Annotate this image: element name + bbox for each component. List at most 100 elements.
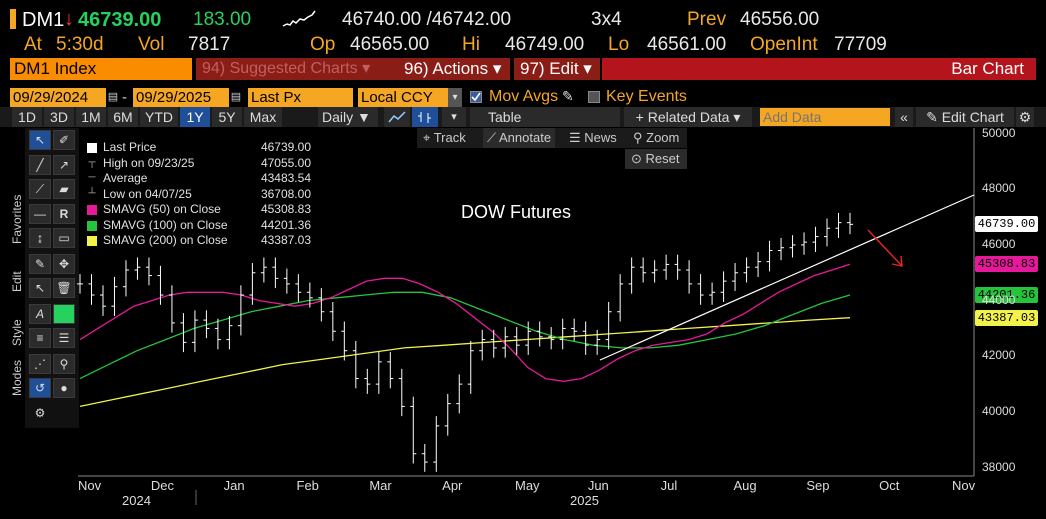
price-bar[interactable] <box>168 285 175 333</box>
price-bar[interactable] <box>249 263 256 305</box>
price-bar[interactable] <box>628 257 635 294</box>
chart-annotation[interactable]: DOW Futures <box>461 202 572 222</box>
cursor-icon[interactable]: ↖ <box>29 130 51 150</box>
price-bar[interactable] <box>318 288 325 322</box>
price-bar[interactable] <box>525 321 532 355</box>
price-bar[interactable] <box>732 263 739 291</box>
price-bar[interactable] <box>306 282 313 308</box>
price-bar[interactable] <box>421 443 428 472</box>
price-bar[interactable] <box>605 302 612 350</box>
price-bar[interactable] <box>548 327 555 350</box>
price-bar[interactable] <box>77 274 83 294</box>
price-bar[interactable] <box>237 285 244 336</box>
price-bar[interactable] <box>329 302 336 341</box>
calendar-icon[interactable]: ▤ <box>106 88 120 107</box>
legend-row[interactable]: ┴ Low on 04/07/25 36708.00 <box>83 187 315 202</box>
price-bar[interactable] <box>134 257 141 280</box>
frequency-selector[interactable]: Daily ▼ <box>318 107 378 127</box>
price-bar[interactable] <box>835 212 842 238</box>
currency-selector[interactable]: Local CCY <box>358 88 448 107</box>
add-data-input[interactable] <box>760 108 890 126</box>
bar-chart-icon[interactable] <box>412 107 438 127</box>
series-line-smavg-200[interactable] <box>79 317 851 408</box>
line-weight-icon[interactable]: ☰ <box>53 328 75 348</box>
price-bar[interactable] <box>479 329 486 361</box>
price-bar[interactable] <box>214 318 221 350</box>
pencil-icon[interactable]: ✎ <box>562 88 574 104</box>
price-bar[interactable] <box>513 327 520 355</box>
price-bar[interactable] <box>743 257 750 283</box>
legend-row[interactable]: SMAVG (50) on Close 45308.83 <box>83 202 315 217</box>
price-bar[interactable] <box>410 396 417 464</box>
horizontal-line-icon[interactable]: — <box>29 204 51 224</box>
price-bar[interactable] <box>226 315 233 350</box>
suggested-charts-menu[interactable]: 94) Suggested Charts ▾ <box>196 58 404 80</box>
line-chart-icon[interactable] <box>384 107 410 127</box>
price-bar[interactable] <box>398 368 405 417</box>
legend-row[interactable]: Last Price 46739.00 <box>83 140 315 155</box>
price-bar[interactable] <box>651 260 658 283</box>
price-bar[interactable] <box>720 271 727 302</box>
chevron-down-icon[interactable]: ▾ <box>448 88 462 107</box>
security-field[interactable]: DM1 Index <box>10 58 192 80</box>
gear-icon[interactable]: ⚙ <box>1016 107 1034 127</box>
price-bar[interactable] <box>283 268 290 294</box>
key-events-checkbox[interactable] <box>588 91 600 103</box>
end-date-field[interactable]: 09/29/2025 <box>133 88 229 107</box>
price-bar[interactable] <box>111 276 118 316</box>
line-style-icon[interactable]: ≡ <box>29 328 51 348</box>
price-bar[interactable] <box>617 274 624 322</box>
price-bar[interactable] <box>755 251 762 277</box>
period-tab-3d[interactable]: 3D <box>44 107 74 127</box>
price-bar[interactable] <box>444 393 451 436</box>
zoom-button[interactable]: ⚲ Zoom <box>633 130 679 146</box>
annotate-button[interactable]: ⟋ Annotate <box>483 128 556 148</box>
channel-tool-icon[interactable]: ▰ <box>53 179 75 199</box>
price-bar[interactable] <box>341 321 348 361</box>
price-bar[interactable] <box>145 257 152 286</box>
price-bar[interactable] <box>778 237 785 261</box>
price-bar[interactable] <box>674 254 681 280</box>
trash-icon[interactable]: 🗑 <box>53 278 75 298</box>
crosshair-icon[interactable]: ⋰ <box>29 354 51 374</box>
magnet-icon[interactable]: ⚲ <box>53 354 75 374</box>
price-bar[interactable] <box>433 416 440 472</box>
move-icon[interactable]: ✥ <box>53 254 75 274</box>
legend-row[interactable]: ─ Average 43483.54 <box>83 171 315 186</box>
price-bar[interactable] <box>375 352 382 394</box>
price-bar[interactable] <box>502 327 509 358</box>
series-line-smavg-100[interactable] <box>79 291 851 380</box>
reset-button[interactable]: ⊙ Reset <box>625 149 687 169</box>
price-bar[interactable] <box>490 329 497 358</box>
palette-icon[interactable]: ● <box>53 378 75 398</box>
price-bar[interactable] <box>766 240 773 272</box>
price-bar[interactable] <box>352 340 359 389</box>
price-tool-icon[interactable]: ↨ <box>29 228 51 248</box>
legend-row[interactable]: SMAVG (100) on Close 44201.36 <box>83 218 315 233</box>
price-bar[interactable] <box>467 340 474 394</box>
price-bar[interactable] <box>801 232 808 255</box>
related-data-button[interactable]: + Related Data ▾ <box>624 107 752 127</box>
select-plus-icon[interactable]: ↖ <box>29 278 51 298</box>
edit-menu[interactable]: 97) Edit ▾ <box>514 58 600 80</box>
price-bar[interactable] <box>180 313 187 353</box>
price-bar[interactable] <box>536 321 543 347</box>
cycle-mode-icon[interactable]: ↺ <box>29 378 51 398</box>
calendar-icon[interactable]: ▤ <box>229 88 243 107</box>
gear-icon[interactable]: ⚙ <box>29 404 51 424</box>
price-bar[interactable] <box>99 285 106 316</box>
pen-icon[interactable]: ✐ <box>53 130 75 150</box>
period-tab-ytd[interactable]: YTD <box>140 107 178 127</box>
price-bar[interactable] <box>697 274 704 305</box>
price-bar[interactable] <box>387 352 394 389</box>
price-bar[interactable] <box>582 321 589 355</box>
red-arrow-line[interactable] <box>867 229 903 267</box>
font-icon[interactable]: A <box>29 304 51 324</box>
price-bar[interactable] <box>295 274 302 302</box>
rectangle-tool-icon[interactable]: ▭ <box>53 228 75 248</box>
trendline[interactable] <box>599 194 975 361</box>
price-bar[interactable] <box>364 368 371 394</box>
line-tool-icon[interactable]: ╱ <box>29 155 51 175</box>
period-tab-max[interactable]: Max <box>244 107 282 127</box>
